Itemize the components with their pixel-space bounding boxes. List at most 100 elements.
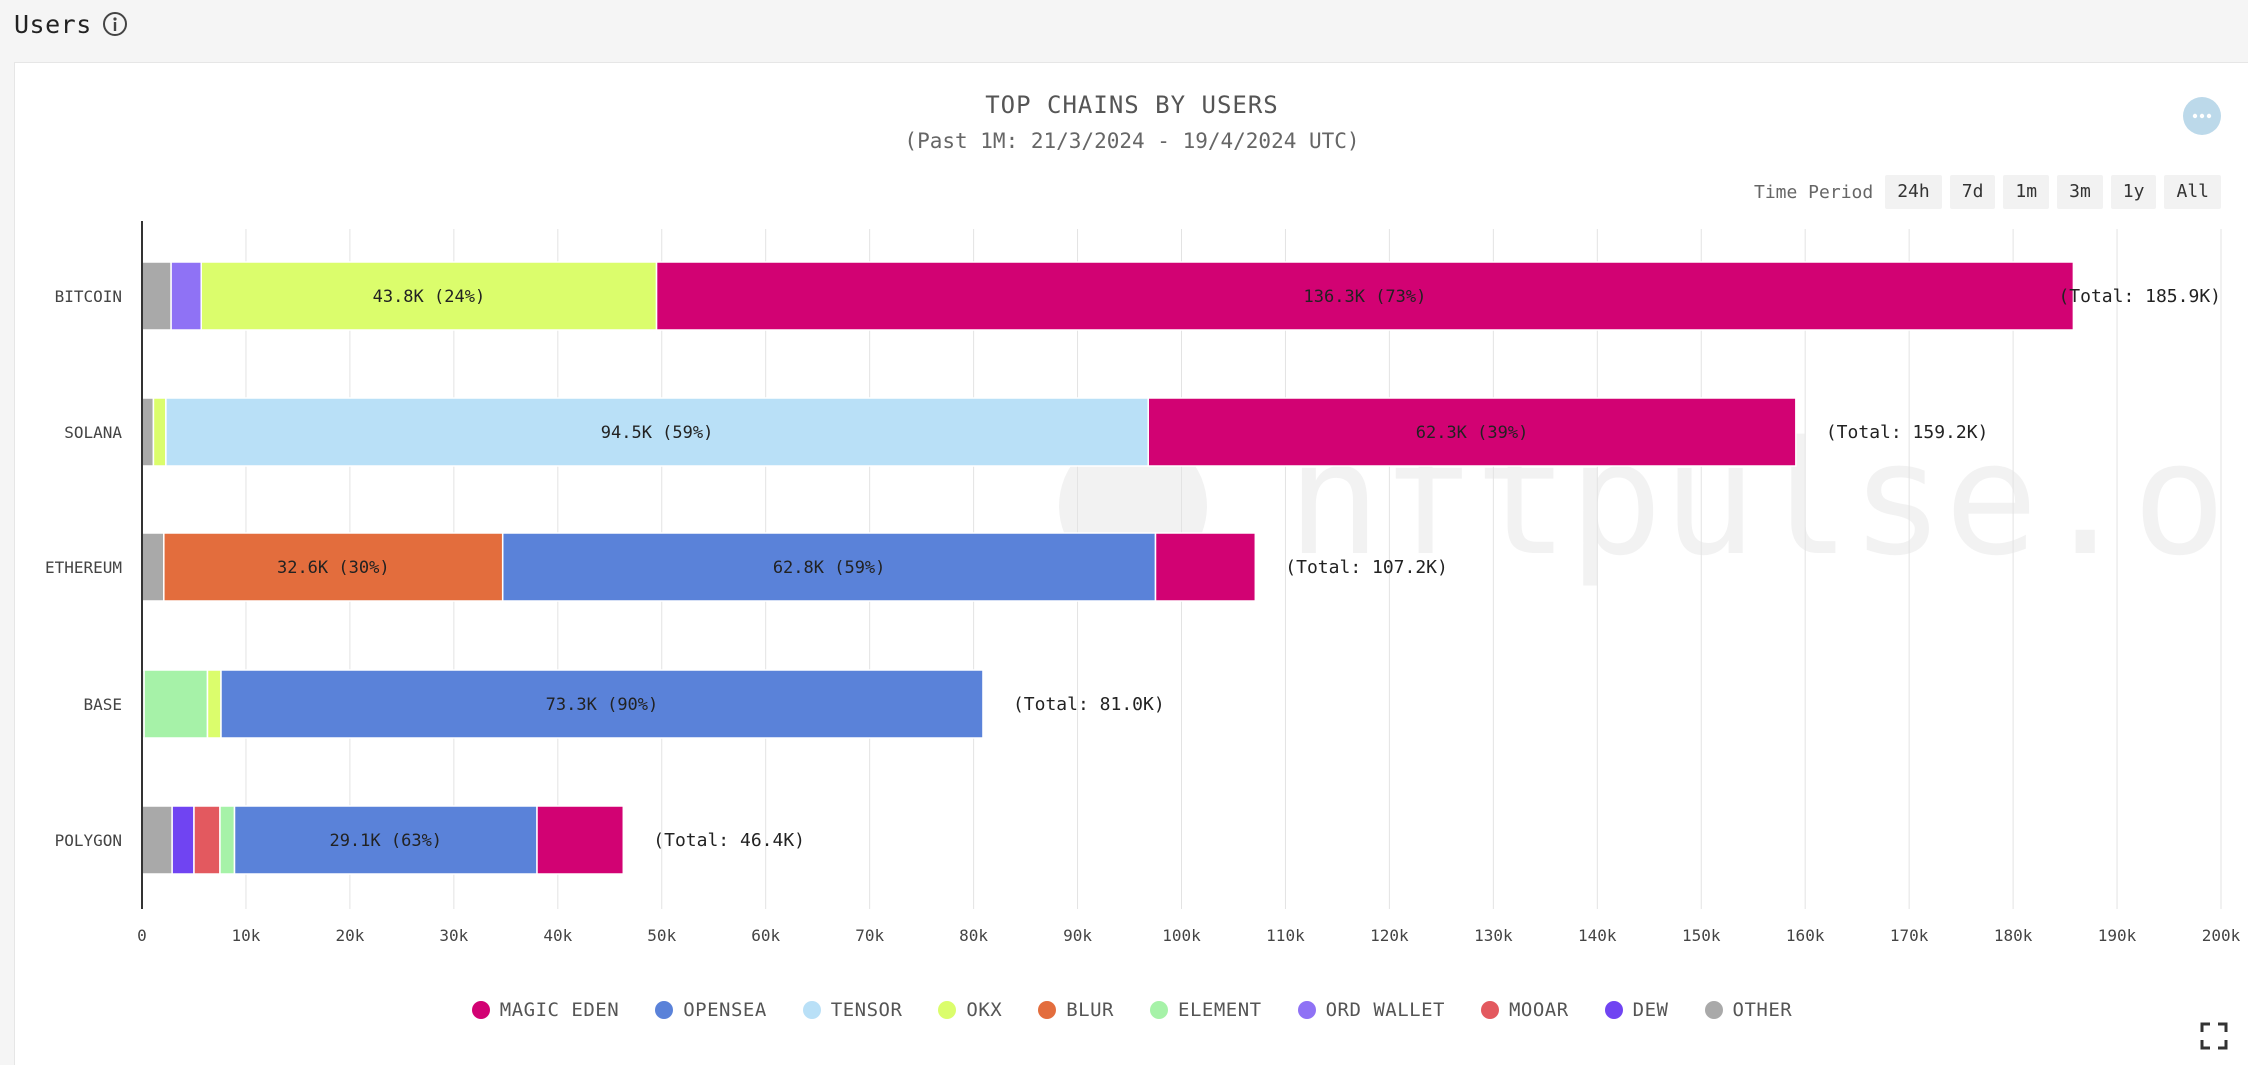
bar-value-label: 73.3K (90%) [546, 695, 659, 715]
legend-swatch [1038, 1001, 1057, 1019]
bar-value-label: 32.6K (30%) [277, 558, 390, 578]
x-tick-label: 10k [231, 926, 260, 945]
legend-swatch [655, 1001, 674, 1019]
period-button-all[interactable]: All [2164, 175, 2221, 209]
legend-item-tensor[interactable]: TENSOR [802, 999, 903, 1021]
bar-solana-tensor[interactable] [165, 397, 1149, 467]
legend-swatch [1480, 1001, 1499, 1019]
bar-chart: nftpulse.org 43.8K (24%)136.3K (73%)(Tot… [45, 221, 2248, 945]
time-period-selector: Time Period 24h 7d 1m 3m 1y All [1754, 175, 2221, 209]
legend-item-element[interactable]: ELEMENT [1150, 999, 1262, 1021]
legend-label: ORD WALLET [1325, 999, 1445, 1021]
legend-label: MOOAR [1508, 999, 1569, 1021]
legend-label: ELEMENT [1178, 999, 1262, 1021]
bar-total-label: (Total: 81.0K) [1013, 694, 1165, 715]
x-tick-label: 50k [647, 926, 676, 945]
legend-label: OPENSEA [683, 999, 767, 1021]
period-button-3m[interactable]: 3m [2057, 175, 2103, 209]
bar-bitcoin-magic-eden[interactable] [655, 261, 2075, 331]
bar-bitcoin-ord-wallet[interactable] [170, 261, 203, 331]
y-category-label: BITCOIN [55, 287, 122, 306]
x-tick-label: 80k [959, 926, 988, 945]
legend-item-dew[interactable]: DEW [1604, 999, 1669, 1021]
x-tick-label: 140k [1578, 926, 1617, 945]
x-tick-label: 60k [751, 926, 780, 945]
bar-value-label: 62.3K (39%) [1416, 423, 1529, 443]
legend-swatch [1704, 1001, 1723, 1019]
bar-ethereum-opensea[interactable] [501, 532, 1157, 602]
bar-ethereum-magic-eden[interactable] [1154, 532, 1257, 602]
legend-item-opensea[interactable]: OPENSEA [655, 999, 767, 1021]
page-title: Users [14, 9, 92, 39]
bar-base-okx[interactable] [206, 669, 222, 739]
bar-value-label: 94.5K (59%) [601, 423, 714, 443]
x-tick-label: 90k [1063, 926, 1092, 945]
x-tick-label: 170k [1890, 926, 1929, 945]
bar-solana-okx[interactable] [152, 397, 167, 467]
legend-label: BLUR [1066, 999, 1114, 1021]
x-tick-label: 120k [1370, 926, 1409, 945]
bar-base-opensea[interactable] [220, 669, 984, 739]
y-category-label: SOLANA [64, 423, 122, 442]
legend-label: DEW [1632, 999, 1669, 1021]
x-tick-label: 40k [543, 926, 572, 945]
x-tick-label: 160k [1786, 926, 1825, 945]
bar-polygon-element[interactable] [219, 805, 236, 875]
legend-item-ord-wallet[interactable]: ORD WALLET [1297, 999, 1445, 1021]
legend-swatch [938, 1001, 957, 1019]
bar-polygon-dew[interactable] [171, 805, 195, 875]
x-tick-label: 190k [2098, 926, 2137, 945]
bars: 43.8K (24%) 136.3K (73%) (Total: 185.9K) 94… [141, 261, 2221, 875]
bar-solana-magic-eden[interactable] [1147, 397, 1797, 467]
chart-legend: MAGIC EDEN OPENSEA TENSOR OKX BLUR ELEMENT ORD… [15, 999, 2248, 1021]
legend-item-magic-eden[interactable]: MAGIC EDEN [471, 999, 620, 1021]
legend-swatch [1150, 1001, 1168, 1019]
x-tick-label: 130k [1474, 926, 1513, 945]
y-category-label: BASE [83, 695, 122, 714]
period-button-7d[interactable]: 7d [1949, 175, 1996, 209]
x-tick-label: 70k [855, 926, 884, 945]
chart-menu-button[interactable] [2183, 97, 2221, 135]
bar-polygon-mooar[interactable] [193, 805, 221, 875]
bar-total-label: (Total: 46.4K) [653, 830, 805, 851]
bar-base-element[interactable] [143, 669, 209, 739]
bar-ethereum-other[interactable] [141, 532, 165, 602]
x-tick-label: 200k [2202, 926, 2241, 945]
bar-ethereum-blur[interactable] [163, 532, 504, 602]
legend-swatch [471, 1001, 490, 1019]
legend-item-other[interactable]: OTHER [1704, 999, 1793, 1021]
legend-swatch [1297, 1001, 1316, 1019]
fullscreen-icon[interactable] [2199, 1021, 2229, 1051]
legend-swatch [802, 1001, 821, 1019]
bar-bitcoin-okx[interactable] [200, 261, 658, 331]
x-tick-label: 0 [137, 926, 147, 945]
y-category-label: ETHEREUM [45, 558, 122, 577]
bar-value-label: 136.3K (73%) [1304, 287, 1427, 307]
period-button-1m[interactable]: 1m [2003, 175, 2050, 209]
bar-polygon-other[interactable] [141, 805, 173, 875]
axes: 0 10k 20k 30k 40k 50k 60k 70k 80k 90k 100k 110k 120k… [45, 221, 2241, 945]
period-button-24h[interactable]: 24h [1885, 175, 1942, 209]
more-icon [2192, 113, 2212, 119]
bar-polygon-magic-eden[interactable] [536, 805, 625, 875]
x-tick-label: 150k [1682, 926, 1721, 945]
bar-bitcoin-other[interactable] [141, 261, 172, 331]
bar-value-label: 29.1K (63%) [329, 831, 442, 851]
legend-item-okx[interactable]: OKX [938, 999, 1002, 1021]
legend-item-blur[interactable]: BLUR [1038, 999, 1114, 1021]
info-icon[interactable] [102, 11, 128, 37]
bar-total-label: (Total: 159.2K) [1826, 422, 1989, 443]
period-button-1y[interactable]: 1y [2110, 175, 2157, 209]
legend-label: OKX [966, 999, 1003, 1021]
bar-solana-other[interactable] [141, 397, 155, 467]
legend-item-mooar[interactable]: MOOAR [1480, 999, 1569, 1021]
x-tick-label: 100k [1162, 926, 1201, 945]
legend-label: OTHER [1732, 999, 1793, 1021]
legend-swatch [1604, 1001, 1623, 1019]
y-category-label: POLYGON [55, 831, 122, 850]
bar-value-label: 62.8K (59%) [773, 558, 886, 578]
x-tick-label: 110k [1266, 926, 1305, 945]
x-tick-label: 30k [439, 926, 468, 945]
x-tick-label: 180k [1994, 926, 2033, 945]
legend-label: MAGIC EDEN [499, 999, 620, 1021]
